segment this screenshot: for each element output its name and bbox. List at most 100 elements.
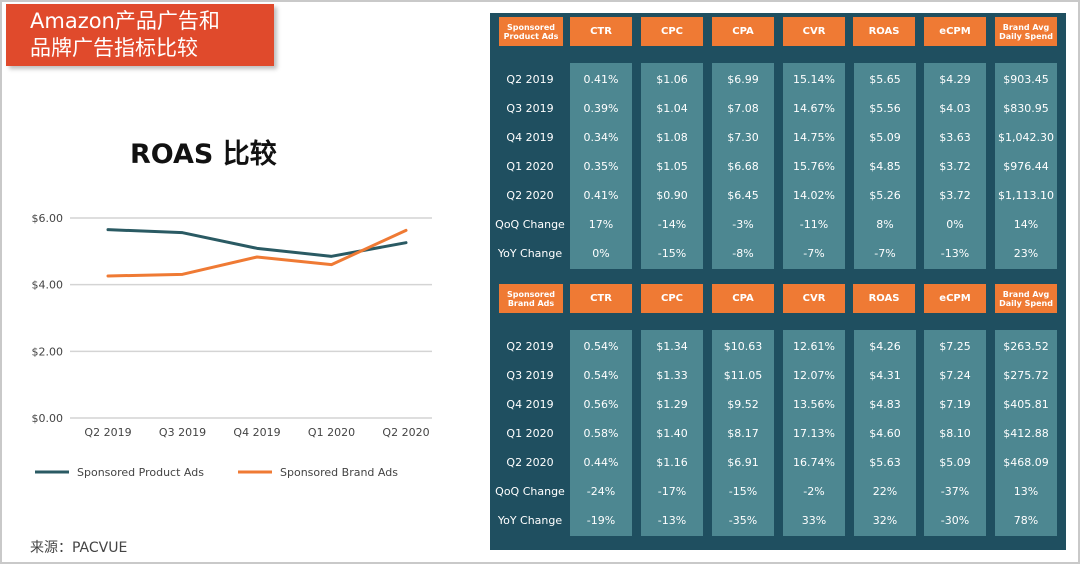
title-line-2: 品牌广告指标比较 [30, 36, 198, 60]
table-cell: $4.31 [869, 369, 901, 382]
table-cell: $10.63 [723, 340, 763, 353]
y-tick-label: $0.00 [32, 412, 64, 425]
x-tick-label: Q1 2020 [308, 426, 355, 439]
table-cell: 0% [946, 218, 964, 231]
table-cell: $9.52 [727, 398, 759, 411]
table-cell: $6.68 [727, 160, 759, 173]
table-cell: $0.90 [656, 189, 688, 202]
y-tick-label: $4.00 [32, 279, 64, 292]
table-cell: $3.72 [939, 160, 971, 173]
row-label: Q1 2020 [506, 160, 554, 173]
legend-label: Sponsored Brand Ads [280, 466, 398, 479]
table-cell: $903.45 [1003, 73, 1049, 86]
table-cell: $1.08 [656, 131, 688, 144]
table-cell: $4.03 [939, 102, 971, 115]
table-cell: -7% [803, 247, 825, 260]
table-cell: $5.26 [869, 189, 901, 202]
table-cell: -24% [586, 485, 616, 498]
table-cell: $6.99 [727, 73, 759, 86]
column-header: CPC [641, 17, 703, 46]
table-corner-label: Sponsored Brand Ads [499, 284, 563, 313]
row-label: Q2 2019 [506, 340, 554, 353]
table-cell: -11% [799, 218, 829, 231]
column-header: CVR [783, 17, 845, 46]
table-cell: 0.54% [583, 369, 619, 382]
table-cell: $6.45 [727, 189, 759, 202]
table-cell: 0.41% [583, 189, 619, 202]
row-label: Q2 2020 [506, 456, 554, 469]
column-background [712, 330, 774, 536]
table-cell: $830.95 [1003, 102, 1049, 115]
column-background [570, 330, 632, 536]
table-cell: 16.74% [793, 456, 835, 469]
table-cell: $263.52 [1003, 340, 1049, 353]
table-cell: $976.44 [1003, 160, 1049, 173]
column-header: CTR [570, 17, 632, 46]
legend-label: Sponsored Product Ads [77, 466, 204, 479]
table-cell: 13% [1013, 485, 1039, 498]
series-line-brand-ads [106, 228, 408, 278]
brand-ads-table: Sponsored Brand Ads CTR CPC CPA CVR ROAS eCPM B… [490, 280, 1066, 542]
table-cell: $1.16 [656, 456, 688, 469]
column-header: ROAS [853, 284, 915, 313]
table-cell: 0.34% [583, 131, 619, 144]
column-background [995, 63, 1057, 269]
table-cell: $5.56 [869, 102, 901, 115]
x-tick-label: Q3 2019 [159, 426, 206, 439]
table-cell: $4.85 [869, 160, 901, 173]
table-cell: -3% [732, 218, 754, 231]
table-cell: $4.60 [869, 427, 901, 440]
table-cell: 14.67% [793, 102, 835, 115]
table-cell: $7.30 [727, 131, 759, 144]
table-cell: $8.10 [939, 427, 971, 440]
table-cell: $7.08 [727, 102, 759, 115]
table-cell: $1.33 [656, 369, 688, 382]
table-cell: 12.07% [793, 369, 835, 382]
table-corner-label: Sponsored Product Ads [499, 17, 563, 46]
row-label: YoY Change [497, 247, 563, 260]
x-tick-label: Q4 2019 [233, 426, 280, 439]
table-cell: 15.14% [793, 73, 835, 86]
column-header: Brand Avg Daily Spend [995, 17, 1057, 46]
table-cell: 32% [872, 514, 898, 527]
table-cell: $468.09 [1003, 456, 1049, 469]
table-cell: 0.44% [583, 456, 619, 469]
table-cell: 14.02% [793, 189, 835, 202]
table-cell: 17.13% [793, 427, 835, 440]
table-cell: $5.09 [939, 456, 971, 469]
column-background [641, 63, 703, 269]
table-cell: -17% [657, 485, 687, 498]
table-cell: $8.17 [727, 427, 759, 440]
column-header: CTR [570, 284, 632, 313]
column-background [924, 330, 986, 536]
table-cell: -37% [940, 485, 970, 498]
table-cell: -35% [728, 514, 758, 527]
table-cell: $5.63 [869, 456, 901, 469]
table-cell: $5.65 [869, 73, 901, 86]
table-cell: 23% [1013, 247, 1039, 260]
chart-title: ROAS 比较 [130, 139, 277, 170]
table-cell: -7% [874, 247, 896, 260]
table-cell: $1.05 [656, 160, 688, 173]
row-label: Q1 2020 [506, 427, 554, 440]
column-header: ROAS [853, 17, 915, 46]
table-cell: $1,113.10 [998, 189, 1054, 202]
row-label: Q2 2020 [506, 189, 554, 202]
table-cell: $1,042.30 [998, 131, 1054, 144]
table-cell: $11.05 [723, 369, 763, 382]
table-cell: 8% [876, 218, 894, 231]
table-cell: 0% [592, 247, 610, 260]
table-cell: -30% [940, 514, 970, 527]
row-label: Q4 2019 [506, 398, 554, 411]
table-cell: $1.06 [656, 73, 688, 86]
row-label: Q4 2019 [506, 131, 554, 144]
column-background [854, 63, 916, 269]
product-ads-table: Sponsored Product Ads CTR CPC CPA CVR ROAS eCP… [490, 13, 1066, 275]
column-background [641, 330, 703, 536]
table-cell: -19% [586, 514, 616, 527]
table-cell: 15.76% [793, 160, 835, 173]
table-cell: $3.63 [939, 131, 971, 144]
column-background [783, 330, 845, 536]
column-header: Brand Avg Daily Spend [995, 284, 1057, 313]
